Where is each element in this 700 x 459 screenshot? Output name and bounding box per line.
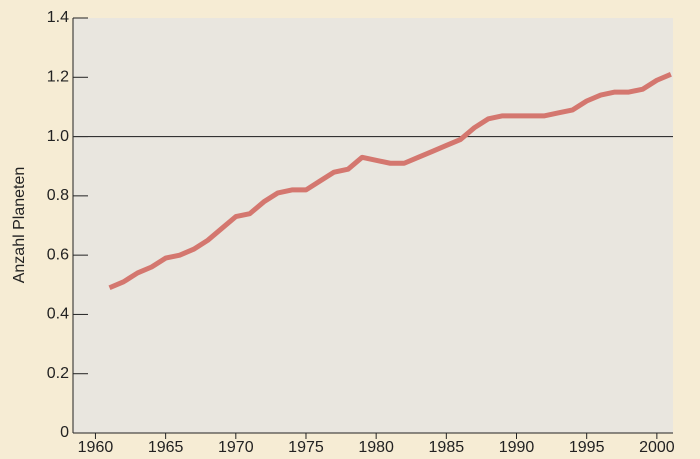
x-tick-label: 1985 [429,439,465,456]
x-tick-label: 1975 [288,439,324,456]
y-tick-label: 0.2 [47,365,69,382]
x-tick-label: 1960 [78,439,114,456]
data-line [108,72,672,291]
y-tick-label: 1.2 [47,69,69,86]
plot-area [73,18,673,433]
x-tick-label: 1990 [499,439,535,456]
y-tick-label: 0.6 [47,246,69,263]
y-tick-label: 1.4 [47,9,69,26]
y-tick-label: 0.4 [47,306,69,323]
x-tick-label: 1965 [148,439,184,456]
y-tick-label: 1.0 [47,128,69,145]
y-tick-label: 0 [60,424,69,441]
x-tick-label: 1980 [358,439,394,456]
y-tick-label: 0.8 [47,187,69,204]
x-tick-label: 1970 [218,439,254,456]
y-axis-label: Anzahl Planeten [11,167,28,284]
x-tick-label: 1995 [569,439,605,456]
x-tick-label: 2000 [639,439,675,456]
